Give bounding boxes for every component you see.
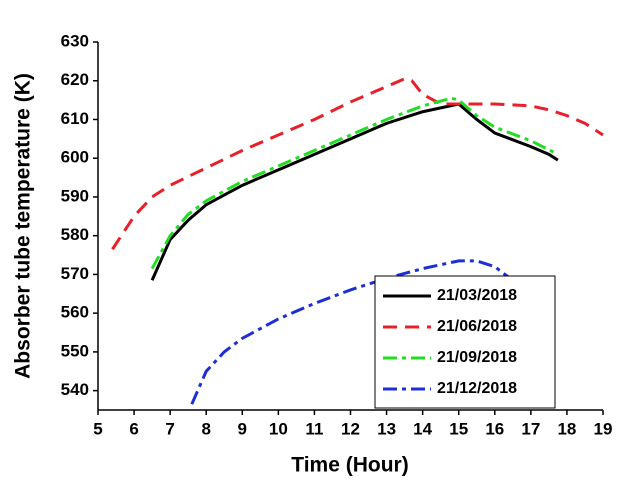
y-tick-label: 590 [61,186,89,205]
x-tick-label: 16 [485,419,504,438]
y-tick-label: 550 [61,341,89,360]
y-tick-label: 600 [61,148,89,167]
x-tick-label: 5 [93,419,102,438]
x-tick-label: 8 [201,419,210,438]
y-axis-title: Absorber tube temperature (K) [12,73,35,379]
x-tick-label: 11 [305,419,323,438]
series-line [111,77,604,251]
series-line [150,102,559,281]
legend-label: 21/09/2018 [437,349,517,366]
x-tick-label: 17 [521,419,540,438]
y-tick-label: 540 [61,380,89,399]
y-tick-label: 560 [61,303,89,322]
legend-label: 21/12/2018 [437,380,517,397]
legend-label: 21/06/2018 [437,318,517,335]
y-tick-label: 610 [61,109,89,128]
x-tick-label: 12 [341,419,360,438]
y-tick-label: 620 [61,70,89,89]
x-axis-title: Time (Hour) [291,454,408,477]
x-tick-label: 19 [594,419,613,438]
x-tick-label: 18 [557,419,576,438]
legend-label: 21/03/2018 [437,287,517,304]
series-line [190,259,521,405]
y-tick-label: 580 [61,225,89,244]
x-tick-label: 13 [377,419,396,438]
y-tick-label: 630 [61,31,89,50]
x-tick-label: 10 [269,419,288,438]
x-tick-label: 14 [413,419,432,438]
legend-box [374,275,556,409]
x-tick-label: 7 [165,419,174,438]
series-line [150,96,559,270]
x-tick-label: 9 [238,419,247,438]
x-tick-label: 6 [129,419,138,438]
x-tick-label: 15 [449,419,468,438]
y-tick-label: 570 [61,264,89,283]
